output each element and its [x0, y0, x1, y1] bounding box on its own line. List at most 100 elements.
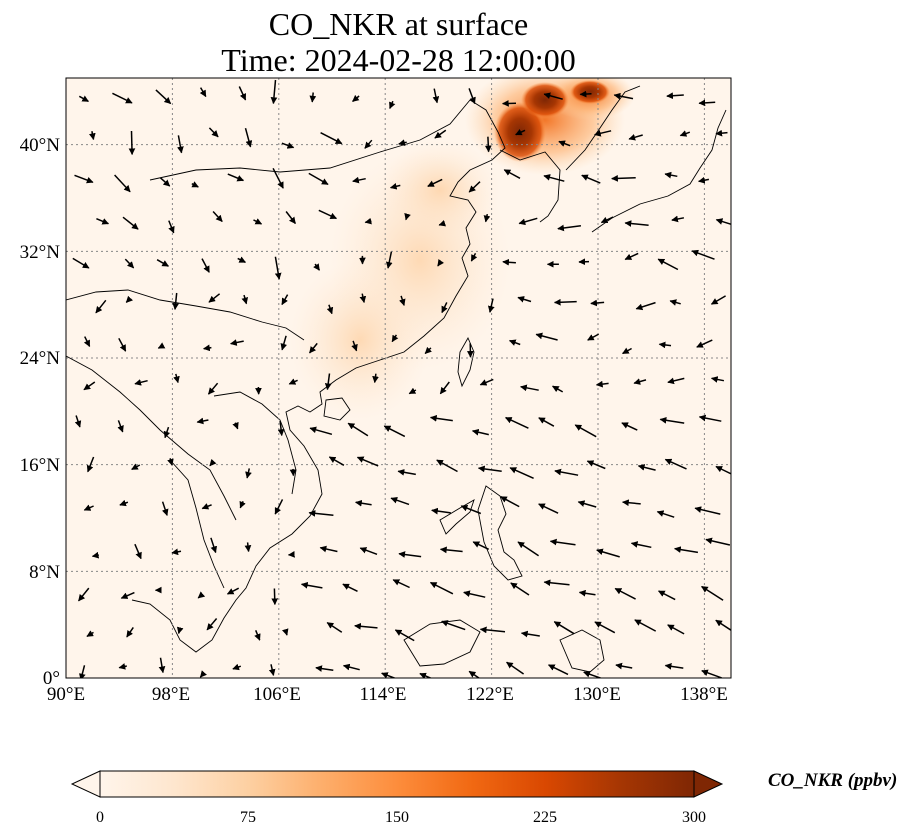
wind-arrow	[577, 500, 597, 508]
wind-arrow	[614, 587, 636, 600]
wind-arrow	[404, 212, 411, 221]
wind-arrow	[277, 420, 285, 437]
wind-arrow	[611, 175, 636, 182]
wind-arrow	[272, 167, 284, 189]
wind-arrow	[398, 551, 422, 558]
colorbar-tick-label: 300	[682, 809, 706, 826]
wind-arrow	[124, 258, 135, 269]
wind-arrow	[586, 460, 606, 470]
wind-arrow	[390, 496, 410, 506]
lon-tick-label: 138°E	[680, 684, 728, 705]
wind-arrow	[352, 94, 360, 102]
wind-arrow	[134, 379, 148, 386]
wind-arrow	[309, 342, 318, 354]
wind-arrow	[553, 621, 575, 635]
wind-arrow	[381, 672, 397, 678]
wind-arrow	[270, 79, 278, 105]
wind-arrow	[437, 258, 445, 267]
wind-arrow	[671, 215, 685, 223]
wind-arrow	[596, 548, 620, 558]
lon-tick-label: 98°E	[152, 684, 190, 705]
lon-tick-label: 130°E	[573, 684, 621, 705]
colorbar-label: CO_NKR (ppbv)	[768, 770, 898, 791]
wind-arrow	[347, 422, 369, 437]
wind-arrow	[78, 95, 89, 103]
wind-arrow	[600, 216, 614, 224]
wind-arrow	[479, 378, 494, 386]
wind-arrow	[624, 252, 639, 261]
wind-arrow	[628, 134, 643, 141]
wind-arrow	[667, 624, 685, 635]
wind-arrow	[157, 342, 166, 349]
wind-arrow	[613, 92, 634, 100]
wind-arrow	[95, 299, 107, 314]
wind-arrow	[203, 344, 212, 352]
wind-arrow	[543, 174, 565, 182]
lat-tick-label: 32°N	[20, 242, 61, 263]
wind-arrow	[342, 663, 360, 671]
wind-arrow	[308, 510, 334, 517]
wind-arrow	[383, 425, 406, 438]
wind-arrow	[201, 503, 212, 510]
wind-arrow	[471, 428, 489, 436]
wind-arrow	[131, 463, 141, 471]
wind-arrow	[594, 621, 616, 634]
wind-arrow	[463, 590, 486, 598]
colorbar-tick-label: 75	[240, 809, 256, 826]
wind-arrow	[172, 292, 179, 310]
wind-vector-layer	[72, 79, 731, 678]
wind-arrow	[288, 378, 298, 385]
wind-arrow	[309, 426, 333, 436]
wind-arrow	[710, 295, 726, 305]
lat-tick-label: 0°	[43, 668, 60, 689]
wind-arrow	[517, 541, 540, 557]
wind-arrow	[319, 545, 338, 553]
wind-arrow	[167, 458, 174, 466]
wind-arrow	[253, 218, 263, 225]
wind-arrow	[515, 129, 526, 136]
wind-arrow	[658, 590, 676, 601]
wind-arrow	[621, 422, 638, 431]
wind-arrow	[656, 510, 675, 518]
wind-arrow	[391, 334, 399, 343]
wind-arrow	[359, 547, 378, 556]
wind-arrow	[694, 506, 721, 515]
wind-arrow	[355, 499, 372, 507]
wind-arrow	[715, 465, 731, 475]
wind-arrow	[326, 621, 343, 633]
wind-arrow	[398, 139, 407, 146]
wind-arrow	[510, 582, 530, 596]
wind-arrow	[698, 176, 710, 184]
wind-arrow	[558, 140, 571, 147]
wind-arrow	[543, 92, 563, 100]
wind-arrow	[701, 669, 722, 678]
wind-arrow	[155, 89, 172, 105]
wind-arrow	[232, 421, 239, 430]
wind-arrow	[126, 626, 134, 638]
wind-arrow	[705, 537, 731, 546]
wind-arrow	[389, 100, 396, 110]
wind-arrow	[581, 174, 601, 184]
wind-arrow	[168, 220, 175, 234]
wind-arrow	[472, 541, 490, 550]
wind-arrow	[281, 142, 295, 149]
wind-arrow	[230, 339, 244, 346]
wind-arrow	[664, 171, 678, 179]
colorbar-ramp	[99, 770, 695, 798]
wind-arrow	[89, 131, 96, 141]
wind-arrow	[633, 378, 647, 385]
wind-arrow	[324, 373, 332, 391]
wind-arrow	[120, 591, 135, 599]
wind-arrow	[579, 90, 592, 98]
wind-arrow	[622, 347, 632, 355]
wind-arrow	[595, 380, 609, 388]
wind-arrow	[552, 385, 564, 393]
wind-arrow	[122, 216, 139, 230]
wind-arrow	[118, 337, 127, 352]
wind-arrow	[715, 129, 728, 137]
wind-arrow	[83, 504, 94, 511]
wind-arrow	[518, 217, 538, 226]
wind-arrow	[128, 130, 136, 156]
wind-arrow	[191, 181, 199, 188]
wind-arrow	[196, 417, 209, 425]
